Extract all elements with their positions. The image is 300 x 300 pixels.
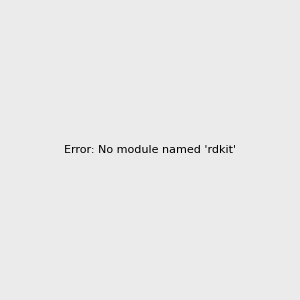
Text: Error: No module named 'rdkit': Error: No module named 'rdkit': [64, 145, 236, 155]
